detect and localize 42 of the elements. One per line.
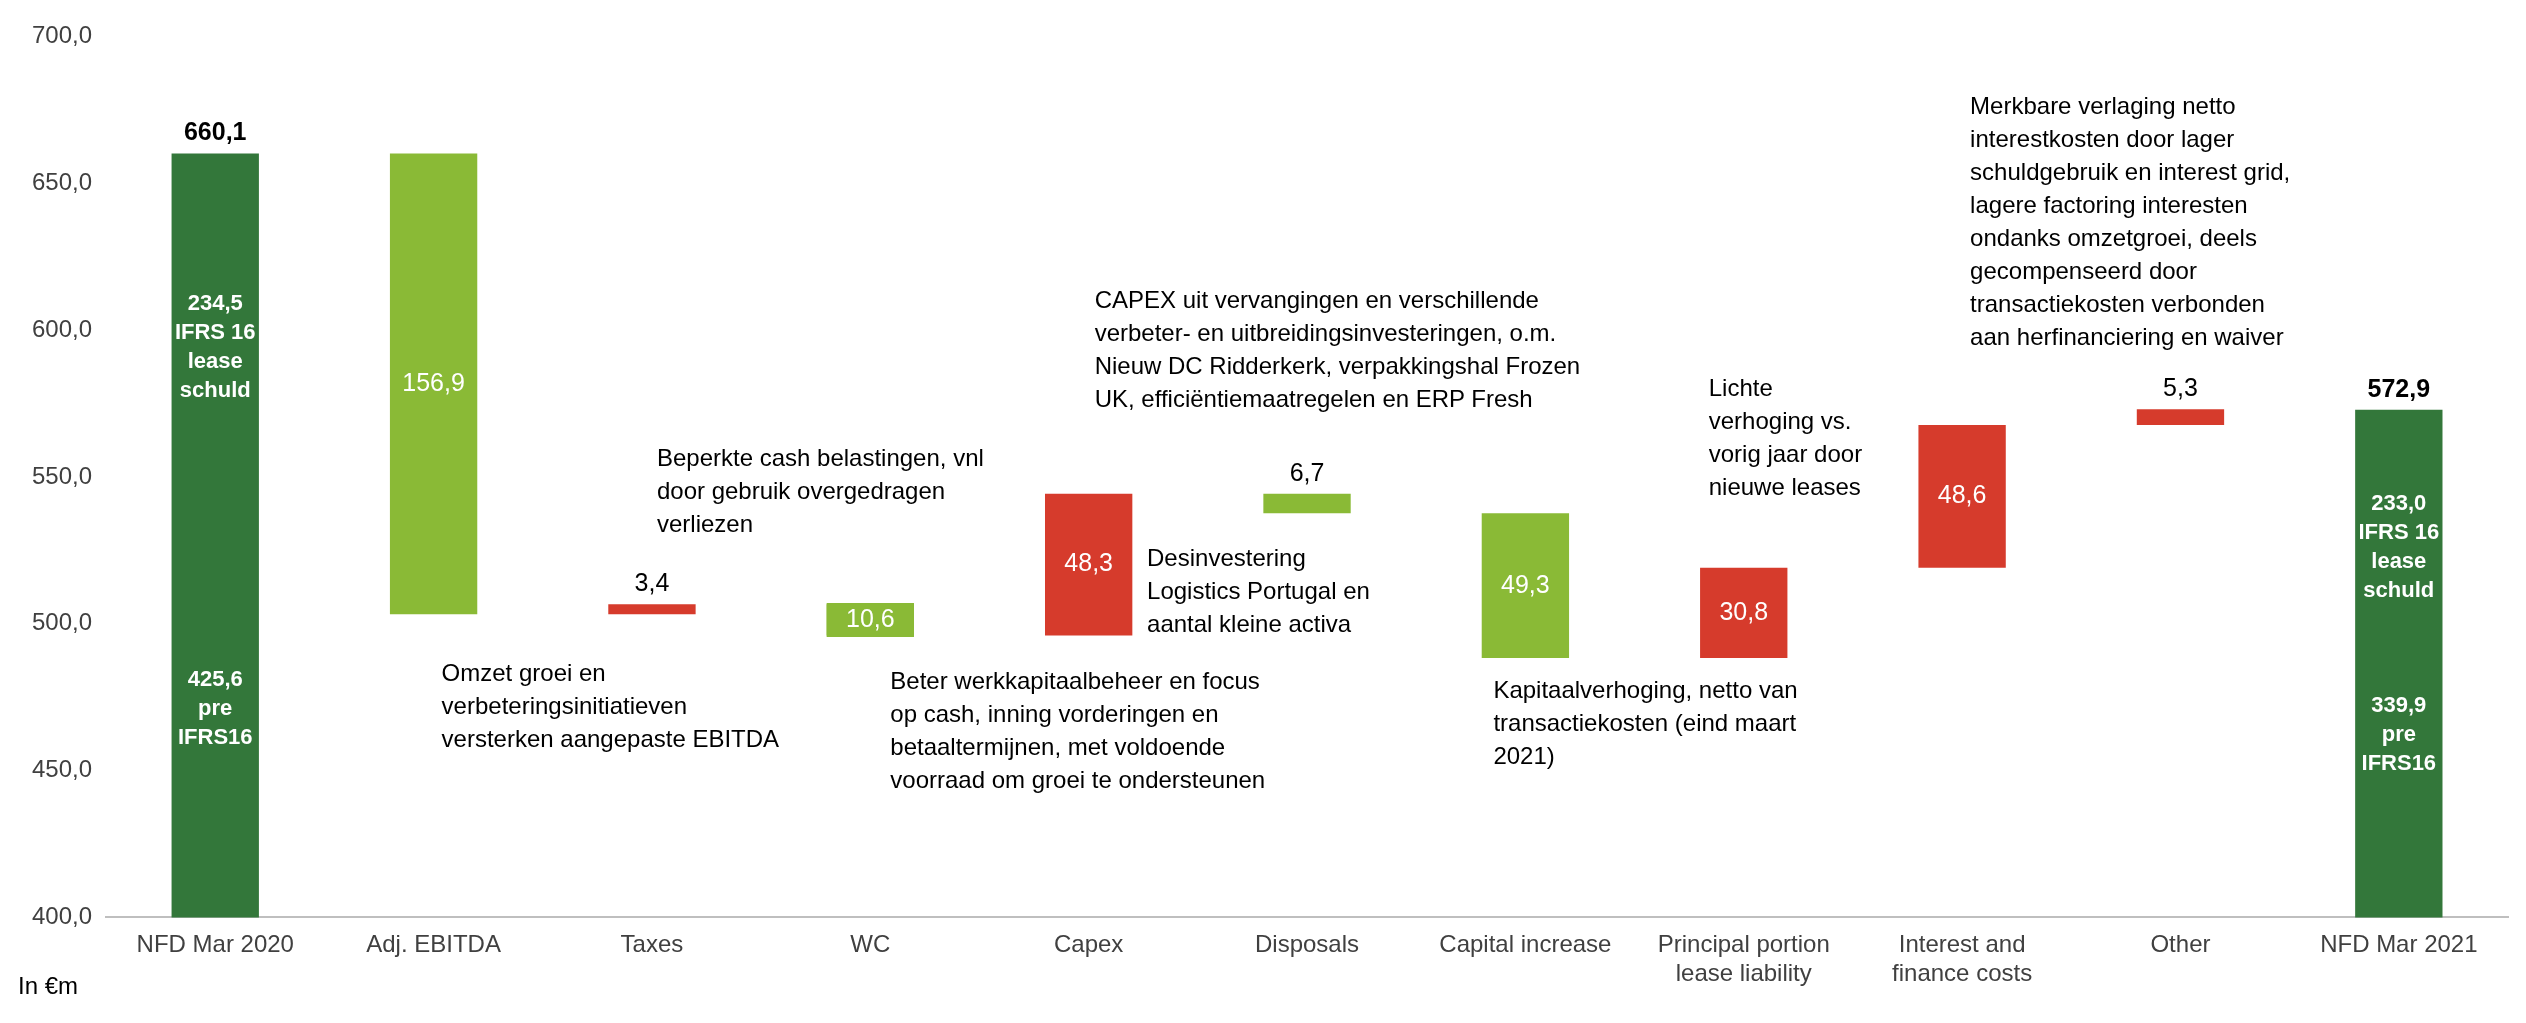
x-tick-label: Capital increase	[1439, 930, 1612, 958]
annotation: 234,5 IFRS 16 lease schuld	[174, 290, 256, 403]
x-tick-label: NFD Mar 2021	[2320, 930, 2478, 958]
x-tick-label: NFD Mar 2020	[136, 930, 294, 958]
annotation: Beter werkkapitaalbeheer en focus op cash, inning vorderingen en betaaltermijnen, met voldoende voorraad om groei te ondersteunen	[890, 667, 1266, 794]
data-label: 6,7	[1289, 457, 1325, 486]
x-tick-label: Taxes	[620, 930, 684, 958]
x-tick-label: Disposals	[1255, 930, 1360, 958]
data-label: 5,3	[2163, 373, 2198, 402]
y-tick-label: 700,0	[32, 21, 93, 49]
annotation: Kapitaalverhoging, netto van transactiekosten (eind maart 2021)	[1493, 676, 1798, 770]
y-tick-label: 450,0	[32, 755, 93, 783]
data-label: 48,3	[1064, 548, 1114, 577]
y-tick-label: 600,0	[32, 314, 93, 342]
data-label: 3,4	[634, 568, 670, 597]
data-label: 49,3	[1501, 569, 1550, 598]
annotation: Lichte verhoging vs. vorig jaar door nieuwe leases	[1708, 373, 1863, 500]
y-tick-label: 500,0	[32, 608, 93, 636]
annotation: Beperkte cash belastingen, vnl door gebruik overgedragen verliezen	[656, 444, 984, 538]
y-tick-label: 550,0	[32, 461, 93, 489]
data-label: 10,6	[845, 603, 895, 632]
x-tick-label: WC	[850, 930, 891, 958]
y-tick-label: 650,0	[32, 167, 93, 195]
y-axis-title: In €m	[18, 971, 79, 999]
annotation: CAPEX uit vervangingen en verschillende verbeter- en uitbreidingsinvesteringen, o.m. Nieuw DC Ridderkerk, verpakkingshal Frozen UK, efficiëntiemaatregelen en ERP Fresh	[1094, 285, 1581, 412]
y-tick-label: 400,0	[32, 902, 93, 930]
x-tick-label: Other	[2150, 930, 2211, 958]
annotation: 233,0 IFRS 16 lease schuld	[2358, 489, 2440, 602]
annotation: Merkbare verlaging netto interestkosten door lager schuldgebruik en interest grid, lagere factoring interesten ondanks omzetgroei, deels gecompenseerd door transactiekosten verbonden aan herfinanciering en waiver	[1970, 91, 2291, 350]
annotation: Omzet groei en verbeteringsinitiatieven versterken aangepaste EBITDA	[441, 658, 780, 752]
x-tick-label: Capex	[1053, 930, 1124, 958]
data-label: 30,8	[1719, 596, 1769, 625]
total-label: 572,9	[2367, 373, 2431, 402]
data-label: 156,9	[402, 367, 465, 396]
x-tick-label: Adj. EBITDA	[366, 930, 501, 958]
annotation: Desinvestering Logistics Portugal en aantal kleine activa	[1147, 544, 1370, 638]
x-tick-label: Principal portion lease liability	[1657, 930, 1830, 987]
data-label: 48,6	[1937, 480, 1987, 509]
annotation: 339,9 pre IFRS16	[2361, 692, 2437, 776]
x-tick-label: Interest and finance costs	[1892, 930, 2033, 987]
annotation: 425,6 pre IFRS16	[177, 665, 253, 749]
total-label: 660,1	[183, 117, 247, 146]
